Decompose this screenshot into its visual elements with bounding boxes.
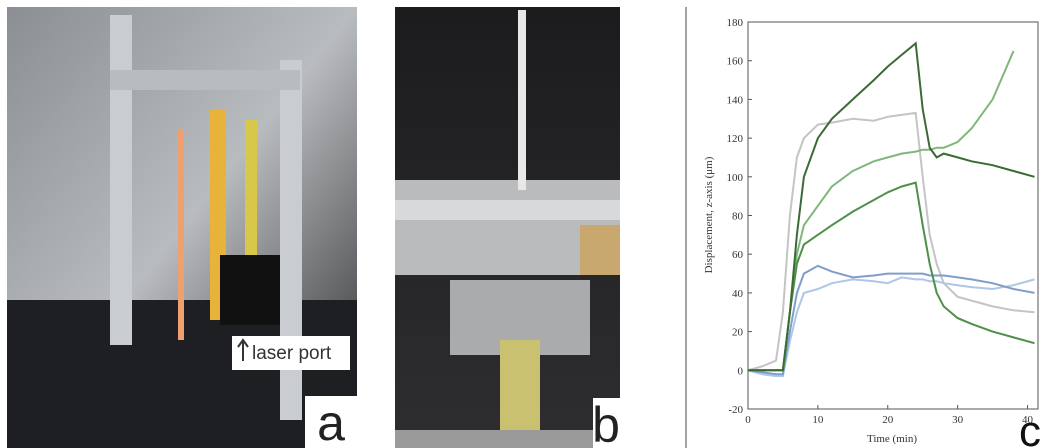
y-tick-label: 180	[727, 17, 744, 29]
y-tick-label: 100	[727, 172, 744, 184]
y-axis-label: Displacement, z-axis (μm)	[703, 156, 715, 273]
annotation: laser port	[252, 343, 332, 364]
figure: laser port a b Time (min) Displacement, …	[0, 0, 1047, 448]
y-tick-label: 60	[732, 249, 744, 261]
y-tick-label: -20	[728, 404, 743, 416]
plot-lines	[748, 43, 1035, 376]
x-tick-label: 40	[1022, 414, 1034, 426]
x-axis-label: Time (min)	[867, 433, 917, 445]
x-tick-label: 0	[745, 414, 751, 426]
y-tick-label: 140	[727, 94, 744, 106]
y-tick-label: 0	[738, 365, 744, 377]
y-tick-label: 120	[727, 133, 744, 145]
photo-a	[7, 7, 357, 448]
y-tick-label: 80	[732, 211, 744, 223]
panel-label: b	[592, 397, 620, 448]
y-tick-label: 20	[732, 327, 744, 339]
y-tick-label: 40	[732, 288, 744, 300]
x-tick-label: 30	[952, 414, 964, 426]
x-tick-label: 20	[882, 414, 894, 426]
plot-frame	[748, 22, 1038, 409]
photo-b	[395, 7, 620, 448]
x-tick-label: 10	[812, 414, 824, 426]
panel-label: a	[317, 395, 345, 448]
y-tick-label: 160	[727, 56, 744, 68]
